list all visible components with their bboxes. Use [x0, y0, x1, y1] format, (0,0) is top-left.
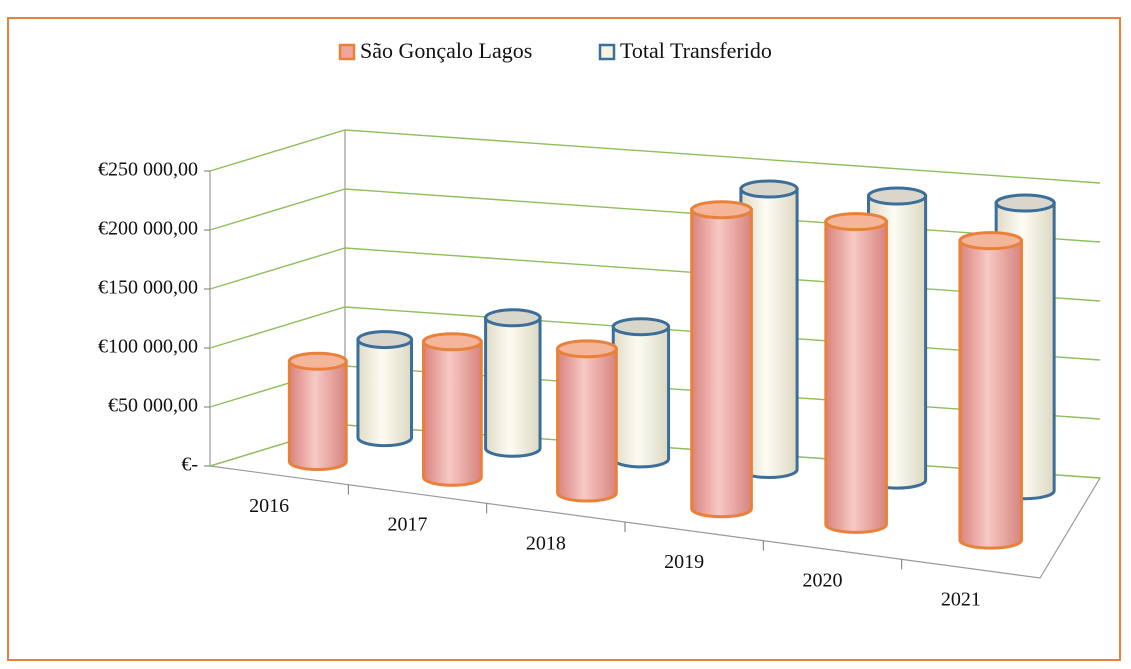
cylinder: [824, 220, 888, 534]
cylinder-top: [611, 317, 671, 337]
y-tick-label: €100 000,00: [98, 336, 198, 358]
cylinder: [556, 347, 618, 503]
legend-label: São Gonçalo Lagos: [360, 38, 532, 63]
y-tick-label: €200 000,00: [98, 218, 198, 240]
cylinder: [611, 325, 671, 469]
cylinder: [356, 338, 414, 448]
x-tick-label: 2017: [388, 514, 428, 536]
cylinder-top: [287, 351, 348, 371]
x-tick-label: 2018: [526, 532, 566, 554]
legend-swatch: [598, 43, 616, 61]
cylinder-top: [421, 332, 483, 352]
cylinder: [484, 316, 542, 458]
x-tick-label: 2020: [803, 570, 843, 592]
cylinder-top: [867, 186, 928, 206]
legend-label: Total Transferido: [620, 38, 772, 63]
cylinder-top: [994, 193, 1056, 213]
cylinder-top: [690, 200, 753, 220]
y-tick-label: €250 000,00: [98, 159, 198, 181]
grid-line: [209, 129, 1101, 184]
cylinder-top: [739, 179, 799, 199]
cylinder: [287, 359, 348, 472]
cylinder-top: [484, 308, 542, 328]
x-tick-label: 2016: [249, 495, 289, 517]
cylinder: [690, 208, 753, 519]
cylinder-top: [356, 330, 414, 350]
x-tick-label: 2021: [941, 588, 981, 610]
cylinder-top: [556, 339, 618, 359]
cylinder-top: [824, 212, 888, 232]
legend-swatch: [338, 43, 356, 61]
y-tick-label: €-: [181, 454, 198, 476]
cylinder-top: [958, 231, 1023, 251]
y-tick-label: €150 000,00: [98, 277, 198, 299]
cylinder: [958, 239, 1023, 550]
x-tick-label: 2019: [664, 551, 704, 573]
cylinder: [421, 340, 483, 487]
y-tick-label: €50 000,00: [108, 395, 198, 417]
chart-frame: [7, 17, 1121, 661]
